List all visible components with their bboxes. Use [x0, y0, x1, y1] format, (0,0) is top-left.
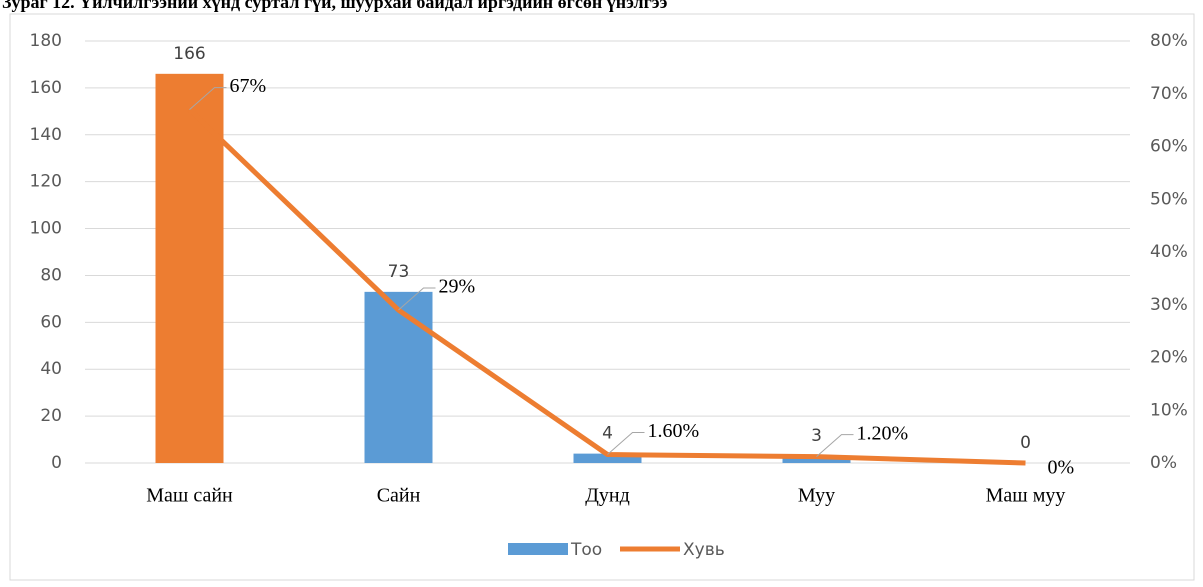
bar-label: 0: [1020, 433, 1031, 453]
y2-tick-label: 40%: [1150, 242, 1188, 262]
x-tick-label: Сайн: [377, 485, 421, 507]
leader-line: [816, 434, 854, 458]
line-label: 29%: [439, 276, 476, 298]
bar: [364, 291, 433, 463]
y-tick-label: 40: [40, 359, 62, 379]
y2-tick-label: 20%: [1150, 348, 1188, 368]
x-tick-label: Муу: [798, 485, 835, 507]
bar-label: 3: [811, 426, 822, 446]
bar-label: 73: [388, 262, 410, 282]
bar: [573, 453, 642, 463]
line-label: 0%: [1048, 457, 1075, 479]
y-tick-label: 140: [30, 125, 62, 145]
y2-tick-label: 30%: [1150, 295, 1188, 315]
y-tick-label: 20: [40, 406, 62, 426]
y-tick-label: 80: [40, 265, 62, 285]
line-label: 1.60%: [648, 420, 700, 442]
y2-tick-label: 70%: [1150, 84, 1188, 104]
bar-label: 4: [602, 424, 613, 444]
bar: [782, 455, 851, 463]
y2-tick-label: 10%: [1150, 400, 1188, 420]
legend-label: Хувь: [683, 540, 725, 560]
y-tick-label: 160: [30, 78, 62, 98]
bar-label: 166: [173, 44, 205, 64]
y2-tick-label: 80%: [1150, 31, 1188, 51]
line-label: 67%: [230, 75, 267, 97]
title-band: [0, 0, 1203, 12]
y-tick-label: 60: [40, 312, 62, 332]
bar: [155, 73, 224, 464]
y2-tick-label: 0%: [1150, 453, 1177, 473]
y-tick-label: 0: [51, 453, 62, 473]
y-tick-label: 180: [30, 31, 62, 51]
line-label: 1.20%: [857, 422, 909, 444]
x-tick-label: Маш муу: [986, 485, 1066, 507]
x-tick-label: Маш сайн: [146, 485, 233, 507]
leader-line: [607, 432, 645, 455]
leader-line: [189, 87, 227, 110]
y-tick-label: 100: [30, 219, 62, 239]
legend-label: Тоо: [570, 540, 602, 560]
y-tick-label: 120: [30, 172, 62, 192]
y2-tick-label: 60%: [1150, 137, 1188, 157]
y2-tick-label: 50%: [1150, 189, 1188, 209]
chart-title: Зураг 12. Үйлчилгээний хүнд суртал гүй, …: [2, 0, 668, 12]
x-tick-label: Дунд: [585, 485, 630, 507]
leader-line: [398, 287, 436, 311]
legend-swatch: [508, 543, 568, 555]
